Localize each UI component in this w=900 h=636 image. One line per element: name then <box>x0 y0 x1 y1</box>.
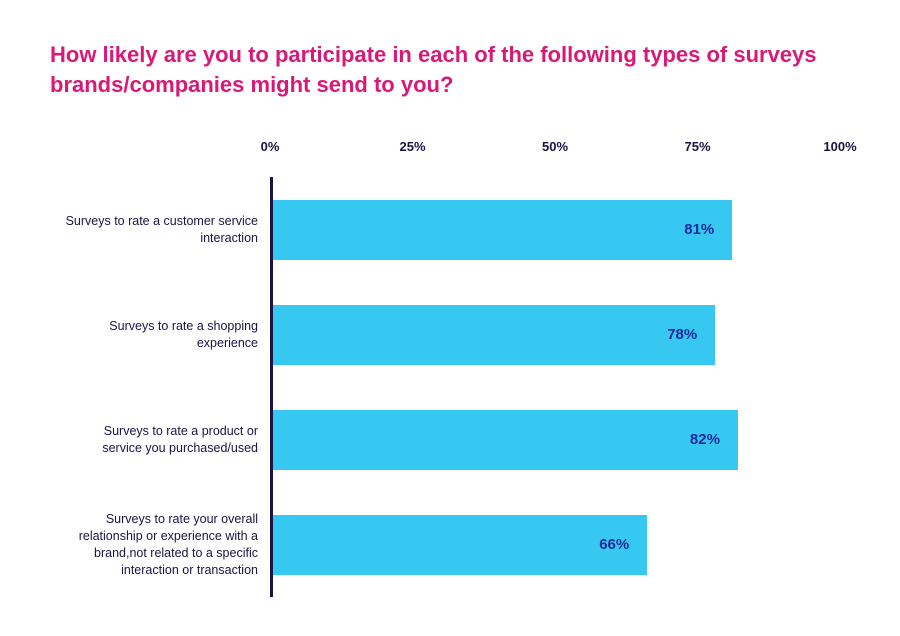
bar-value: 66% <box>599 536 647 553</box>
chart-area: 0% 25% 50% 75% 100% Surveys to rate a cu… <box>270 139 840 597</box>
bar-label: Surveys to rate a product or service you… <box>63 423 273 457</box>
bar: 82% <box>273 410 738 470</box>
bar: 78% <box>273 305 715 365</box>
bar-label: Surveys to rate a shopping experience <box>63 318 273 352</box>
bar-row: Surveys to rate a shopping experience 78… <box>273 282 840 387</box>
bar: 66% <box>273 515 647 575</box>
x-tick: 100% <box>823 139 856 154</box>
bar-row: Surveys to rate a customer service inter… <box>273 177 840 282</box>
x-tick: 0% <box>261 139 280 154</box>
bar: 81% <box>273 200 732 260</box>
x-axis: 0% 25% 50% 75% 100% <box>270 139 840 159</box>
plot-area: Surveys to rate a customer service inter… <box>270 177 840 597</box>
bar-label: Surveys to rate a customer service inter… <box>63 213 273 247</box>
bar-value: 82% <box>690 431 738 448</box>
x-tick: 25% <box>399 139 425 154</box>
bar-row: Surveys to rate your overall relationshi… <box>273 492 840 597</box>
bar-value: 78% <box>667 326 715 343</box>
bar-row: Surveys to rate a product or service you… <box>273 387 840 492</box>
bar-label: Surveys to rate your overall relationshi… <box>63 511 273 579</box>
chart-title: How likely are you to participate in eac… <box>50 40 830 99</box>
x-tick: 75% <box>684 139 710 154</box>
x-tick: 50% <box>542 139 568 154</box>
bar-value: 81% <box>684 221 732 238</box>
